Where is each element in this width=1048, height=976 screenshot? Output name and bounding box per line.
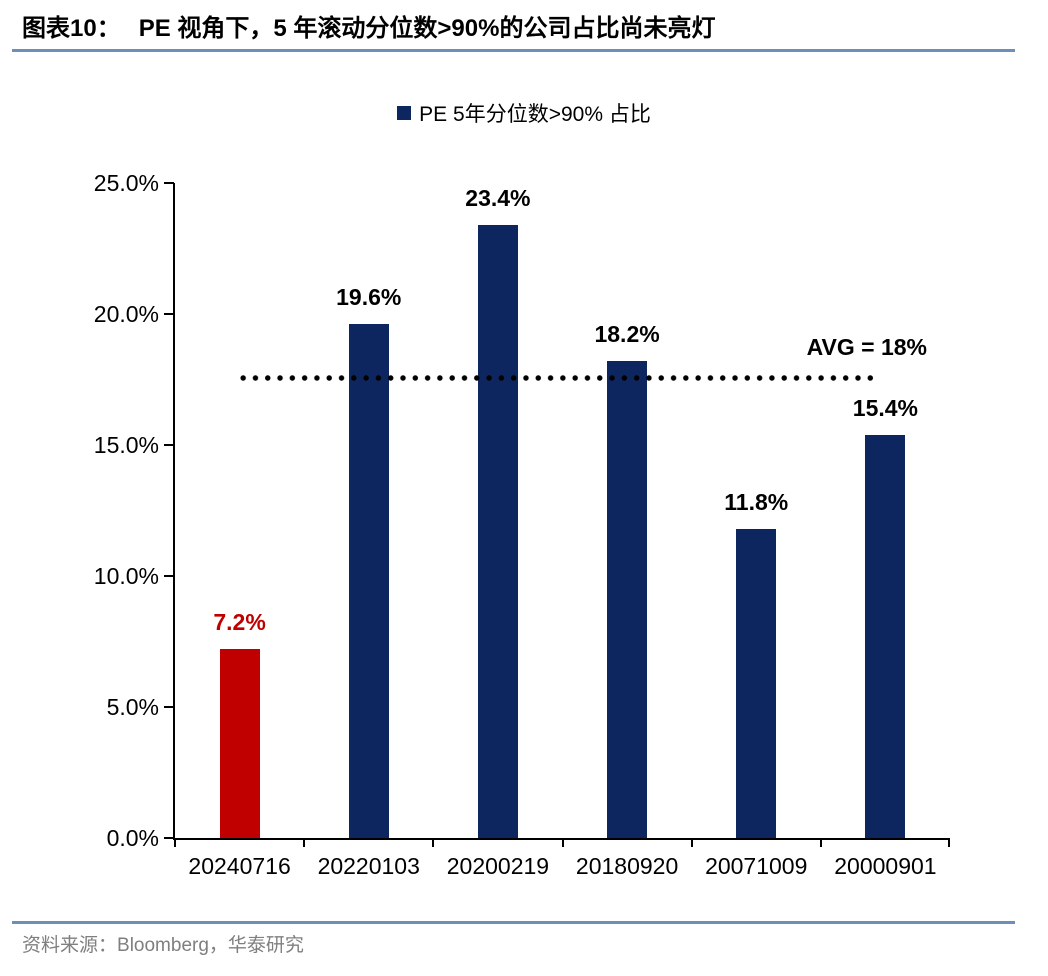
x-axis-category-label: 20200219 <box>446 853 550 879</box>
y-axis-tick-label: 0.0% <box>106 825 159 851</box>
source-text: Bloomberg，华泰研究 <box>117 935 304 956</box>
x-axis-category-label: 20071009 <box>705 853 808 879</box>
chart-bar <box>607 361 648 838</box>
x-axis-tick <box>948 838 950 847</box>
y-axis-tick <box>164 575 174 577</box>
y-axis-tick <box>164 444 174 446</box>
bar-value-label: 23.4% <box>465 184 531 211</box>
chart-bar <box>348 324 389 838</box>
y-axis-tick-label: 25.0% <box>93 170 159 196</box>
y-axis-tick-label: 15.0% <box>93 432 159 458</box>
x-axis-category-label: 20220103 <box>317 853 420 879</box>
x-axis-tick <box>561 838 564 847</box>
x-axis-category-label: 20240716 <box>188 853 291 879</box>
legend-marker-square <box>397 106 412 120</box>
x-axis-tick <box>690 838 693 847</box>
bar-value-label: 7.2% <box>213 609 266 636</box>
y-axis-tick-label: 5.0% <box>106 694 159 720</box>
average-line-label: AVG = 18% <box>806 333 927 360</box>
legend-label: PE 5年分位数>90% 占比 <box>419 103 651 126</box>
y-axis-tick <box>164 313 174 315</box>
y-axis-tick <box>164 182 174 184</box>
bar-chart-plot-area: 25.0% 20.0% 15.0% 10.0% 5.0% 0.0% 20240716 7.2%… <box>94 170 950 879</box>
title-divider-line <box>12 49 1015 52</box>
x-axis-tick <box>432 838 435 847</box>
y-axis-tick <box>164 706 174 708</box>
footer-divider-line <box>12 921 1015 924</box>
chart-bar <box>219 649 260 838</box>
figure-title: 图表10： PE 视角下，5 年滚动分位数>90%的公司占比尚未亮灯 <box>22 8 1022 43</box>
figure-number: 图表10： <box>22 15 121 42</box>
chart-bar <box>477 224 518 838</box>
bar-value-label: 19.6% <box>336 284 402 311</box>
source-note: 资料来源：Bloomberg，华泰研究 <box>22 930 304 957</box>
figure-title-text: PE 视角下，5 年滚动分位数>90%的公司占比尚未亮灯 <box>138 15 716 42</box>
y-axis-tick-label: 10.0% <box>93 563 159 589</box>
x-axis-tick <box>174 838 176 847</box>
bar-value-label: 15.4% <box>852 394 919 421</box>
bar-value-label: 18.2% <box>594 321 660 348</box>
chart-bar <box>865 434 906 838</box>
x-axis-category-label: 20180920 <box>575 853 679 879</box>
y-axis-tick-label: 20.0% <box>93 301 159 327</box>
x-axis-tick <box>819 838 822 847</box>
chart-bar <box>736 528 777 838</box>
y-axis-tick <box>164 837 174 839</box>
x-axis-tick <box>303 838 306 847</box>
average-dotted-line <box>237 374 879 381</box>
source-prefix: 资料来源： <box>22 935 118 956</box>
x-axis-category-label: 20000901 <box>834 853 937 879</box>
bar-value-label: 11.8% <box>724 488 789 515</box>
chart-legend: PE 5年分位数>90% 占比 <box>0 98 1048 128</box>
